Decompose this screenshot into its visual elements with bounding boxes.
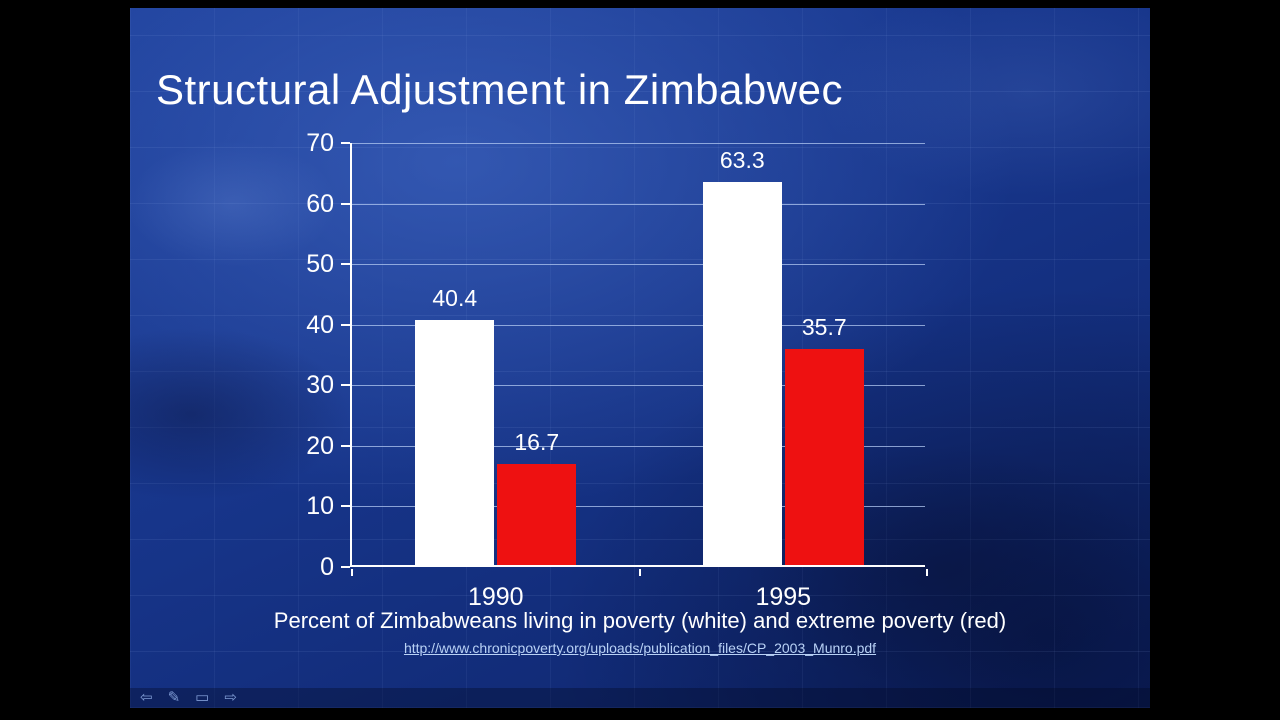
x-axis-category-label: 1990 <box>467 583 524 611</box>
x-axis-tick <box>639 569 641 576</box>
pen-icon[interactable]: ✎ <box>167 689 181 706</box>
slide: Structural Adjustment in Zimbabwec 0 10 20… <box>130 8 1150 708</box>
bar-white <box>415 320 495 565</box>
y-axis-label: 0 <box>320 553 334 581</box>
presenter-toolbar: ⇦ ✎ ▭ ⇨ <box>140 689 237 707</box>
presenter-bar <box>130 688 1150 708</box>
y-axis-tick <box>341 505 350 508</box>
forward-arrow-icon[interactable]: ⇨ <box>224 689 237 706</box>
bar-chart: 0 10 20 30 40 50 60 70 40.4 16.7 1990 63.3 35.7 1995 <box>306 129 928 611</box>
back-arrow-icon[interactable]: ⇦ <box>140 689 153 706</box>
bar-value-label: 16.7 <box>514 428 560 455</box>
bar-red <box>784 348 864 565</box>
gridline <box>352 385 925 387</box>
bar-red <box>497 463 577 565</box>
gridline <box>352 324 925 326</box>
x-axis-category-label: 1995 <box>755 583 812 611</box>
bar-value-label: 35.7 <box>801 313 847 340</box>
slide-title: Structural Adjustment in Zimbabwec <box>156 66 843 113</box>
y-axis-label: 60 <box>306 189 334 218</box>
y-axis-tick <box>341 202 350 205</box>
y-axis-label: 10 <box>306 492 334 521</box>
gridline <box>352 143 925 144</box>
gridline <box>352 264 925 266</box>
gridline <box>352 445 925 447</box>
y-axis-tick <box>341 323 350 326</box>
chart-caption: Percent of Zimbabweans living in poverty… <box>273 608 1007 633</box>
x-axis-tick <box>926 569 928 576</box>
y-axis-tick <box>341 444 350 447</box>
y-axis-tick <box>341 566 350 568</box>
bar-value-label: 40.4 <box>432 285 478 312</box>
chart-plot: 0 10 20 30 40 50 60 70 40.4 16.7 1990 63.3 35.7 1995 <box>306 129 928 611</box>
y-axis-label: 70 <box>306 129 334 157</box>
gridline <box>352 506 925 508</box>
y-axis-tick <box>341 142 350 144</box>
y-axis-tick <box>341 384 350 387</box>
slide-menu-icon[interactable]: ▭ <box>195 689 210 706</box>
y-axis-label: 50 <box>306 250 334 279</box>
source-link[interactable]: http://www.chronicpoverty.org/uploads/pu… <box>403 640 877 656</box>
x-axis-tick <box>351 569 353 576</box>
y-axis-tick <box>341 263 350 266</box>
y-axis-label: 20 <box>306 431 334 460</box>
y-axis-label: 30 <box>306 371 334 400</box>
bar-value-label: 63.3 <box>719 146 765 173</box>
gridline <box>352 203 925 205</box>
bar-white <box>702 181 782 565</box>
y-axis-label: 40 <box>306 310 334 339</box>
